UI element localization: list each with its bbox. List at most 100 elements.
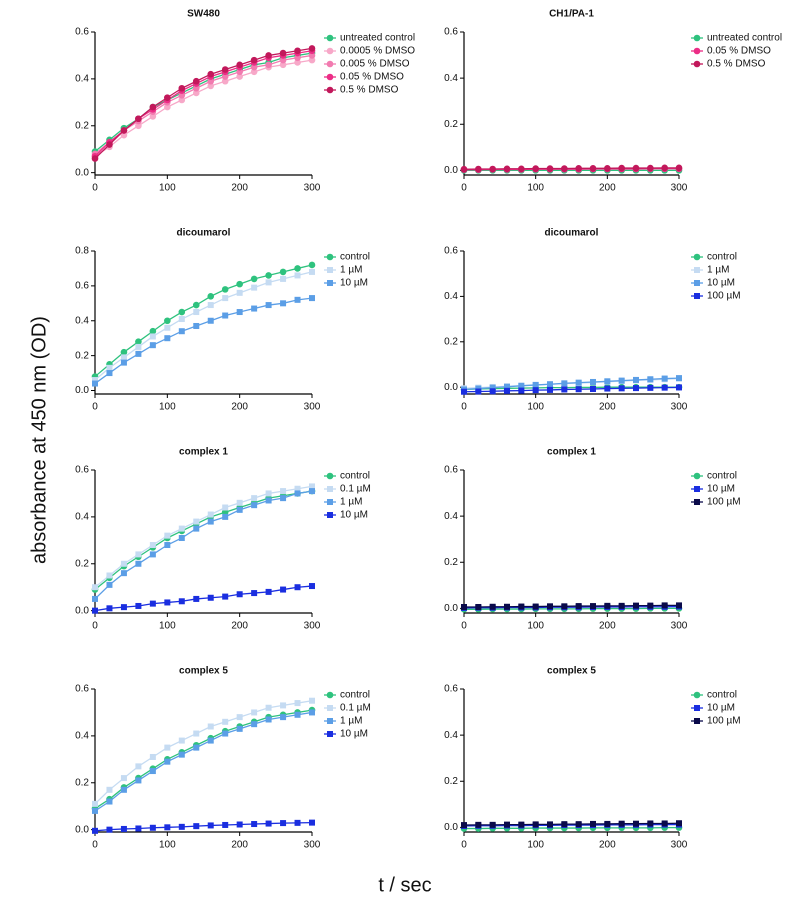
data-point <box>647 164 654 172</box>
data-point <box>106 786 113 793</box>
data-point <box>294 265 301 272</box>
data-point <box>532 603 539 610</box>
data-point <box>647 602 654 609</box>
x-tick-label: 300 <box>304 621 321 632</box>
data-point <box>308 52 316 59</box>
y-tick-label: 0.4 <box>75 731 89 742</box>
data-point <box>308 45 316 52</box>
data-point <box>178 751 185 758</box>
data-point <box>164 335 171 342</box>
legend-label: control <box>340 690 370 701</box>
legend-marker <box>693 47 701 55</box>
series-line <box>94 50 313 157</box>
data-point <box>192 77 200 85</box>
legend-label: 0.5 % DMSO <box>707 59 766 70</box>
x-tick-label: 300 <box>671 621 688 632</box>
data-point <box>280 702 287 709</box>
data-point <box>236 280 243 288</box>
data-point <box>575 379 582 386</box>
data-point <box>604 602 611 609</box>
chart-title: SW480 <box>187 9 220 20</box>
data-point <box>120 786 127 793</box>
legend-marker <box>326 60 334 68</box>
data-point <box>309 819 315 826</box>
x-tick-label: 0 <box>92 402 98 413</box>
y-tick-label: 0.4 <box>444 73 458 84</box>
series-line <box>94 711 313 812</box>
x-axis-label: t / sec <box>378 874 431 896</box>
data-point <box>178 823 185 830</box>
data-point <box>236 61 243 69</box>
data-point <box>149 103 157 111</box>
data-point <box>575 821 582 828</box>
x-tick-label: 300 <box>304 840 321 851</box>
data-point <box>618 385 625 392</box>
data-point <box>120 354 127 361</box>
chart-title: complex 1 <box>179 447 228 458</box>
legend-label: 1 µM <box>707 265 729 276</box>
data-point <box>236 309 243 316</box>
series-line <box>464 826 679 830</box>
data-point <box>106 364 113 371</box>
data-point <box>546 165 554 172</box>
series-line <box>463 386 679 391</box>
data-point <box>294 700 301 707</box>
data-point <box>661 602 668 609</box>
data-point <box>222 730 229 737</box>
data-point <box>106 572 113 579</box>
data-point <box>193 744 200 751</box>
data-point <box>192 301 200 309</box>
data-point <box>251 502 258 509</box>
x-tick-label: 200 <box>231 183 248 194</box>
y-tick-label: 0.6 <box>75 684 89 695</box>
legend-marker <box>327 512 333 518</box>
data-point <box>135 602 142 609</box>
data-point <box>251 721 258 728</box>
data-point <box>547 603 553 610</box>
legend-label: 10 µM <box>340 278 368 289</box>
data-point <box>92 377 98 384</box>
data-point <box>164 103 171 111</box>
legend-label: 10 µM <box>707 703 735 714</box>
data-point <box>489 388 496 395</box>
data-point <box>280 495 287 502</box>
data-point <box>518 382 525 389</box>
data-point <box>178 598 185 605</box>
y-tick-label: 0.8 <box>75 246 89 257</box>
data-point <box>236 506 243 513</box>
legend-label: control <box>707 252 737 263</box>
data-point <box>164 542 171 549</box>
data-point <box>532 165 539 172</box>
series-line <box>464 604 679 608</box>
series-line <box>94 490 313 600</box>
data-point <box>309 483 315 490</box>
data-point <box>618 602 625 609</box>
data-point <box>676 820 682 827</box>
data-point <box>135 560 142 567</box>
data-point <box>135 551 142 558</box>
data-point <box>236 68 243 76</box>
legend-marker <box>693 472 701 480</box>
y-tick-label: 0.2 <box>444 776 458 787</box>
legend-marker <box>694 486 700 492</box>
data-point <box>294 272 301 279</box>
data-point <box>661 164 668 172</box>
data-point <box>661 375 668 382</box>
data-point <box>489 821 496 828</box>
data-point <box>294 54 301 62</box>
data-point <box>308 261 316 269</box>
data-point <box>475 604 482 611</box>
y-tick-label: 0.0 <box>444 603 458 614</box>
data-point <box>265 272 272 279</box>
data-point <box>135 777 142 784</box>
data-point <box>251 495 258 502</box>
y-tick-label: 0.2 <box>75 120 89 131</box>
x-tick-label: 300 <box>671 840 688 851</box>
data-point <box>590 378 596 385</box>
data-point <box>532 381 539 388</box>
data-point <box>236 821 243 828</box>
data-point <box>590 603 596 610</box>
legend-label: control <box>340 252 370 263</box>
legend-marker <box>693 34 701 42</box>
series-line <box>94 585 313 612</box>
